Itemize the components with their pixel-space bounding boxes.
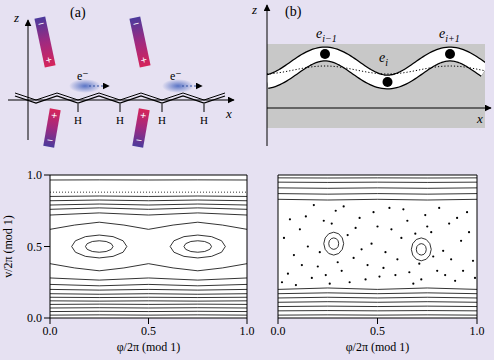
svg-text:φ/2π (mod 1): φ/2π (mod 1): [117, 340, 181, 354]
svg-text:φ/2π (mod 1): φ/2π (mod 1): [346, 340, 410, 354]
svg-text:e⁻: e⁻: [170, 69, 182, 83]
svg-text:e⁻: e⁻: [77, 69, 89, 83]
svg-text:1.0: 1.0: [27, 168, 42, 182]
svg-text:+: +: [50, 109, 58, 122]
svg-text:0.0: 0.0: [27, 311, 42, 325]
svg-text:+: +: [139, 53, 148, 66]
svg-text:1.0: 1.0: [470, 324, 485, 338]
svg-text:z: z: [13, 10, 19, 25]
svg-text:0.5: 0.5: [141, 324, 156, 338]
svg-text:ei: ei: [379, 50, 388, 68]
svg-text:(a): (a): [70, 5, 86, 21]
svg-text:x: x: [225, 106, 232, 121]
svg-text:0.5: 0.5: [370, 324, 385, 338]
svg-text:H: H: [74, 114, 82, 126]
svg-text:+: +: [44, 53, 53, 66]
svg-text:−: −: [135, 133, 143, 146]
svg-text:ei−1: ei−1: [316, 26, 337, 44]
svg-text:H: H: [200, 114, 208, 126]
svg-text:v/2π (mod 1): v/2π (mod 1): [1, 215, 15, 278]
svg-text:−: −: [132, 17, 141, 30]
svg-text:1.0: 1.0: [240, 324, 255, 338]
svg-text:H: H: [158, 114, 166, 126]
svg-text:0.0: 0.0: [43, 324, 58, 338]
svg-text:z: z: [251, 2, 257, 17]
svg-text:−: −: [37, 17, 46, 30]
svg-text:0.0: 0.0: [271, 324, 286, 338]
svg-text:ei+1: ei+1: [439, 26, 460, 44]
svg-text:0.5: 0.5: [27, 240, 42, 254]
svg-text:H: H: [116, 114, 124, 126]
svg-text:(b): (b): [285, 4, 302, 20]
svg-text:−: −: [46, 133, 54, 146]
svg-text:x: x: [476, 111, 483, 126]
svg-text:+: +: [139, 109, 147, 122]
